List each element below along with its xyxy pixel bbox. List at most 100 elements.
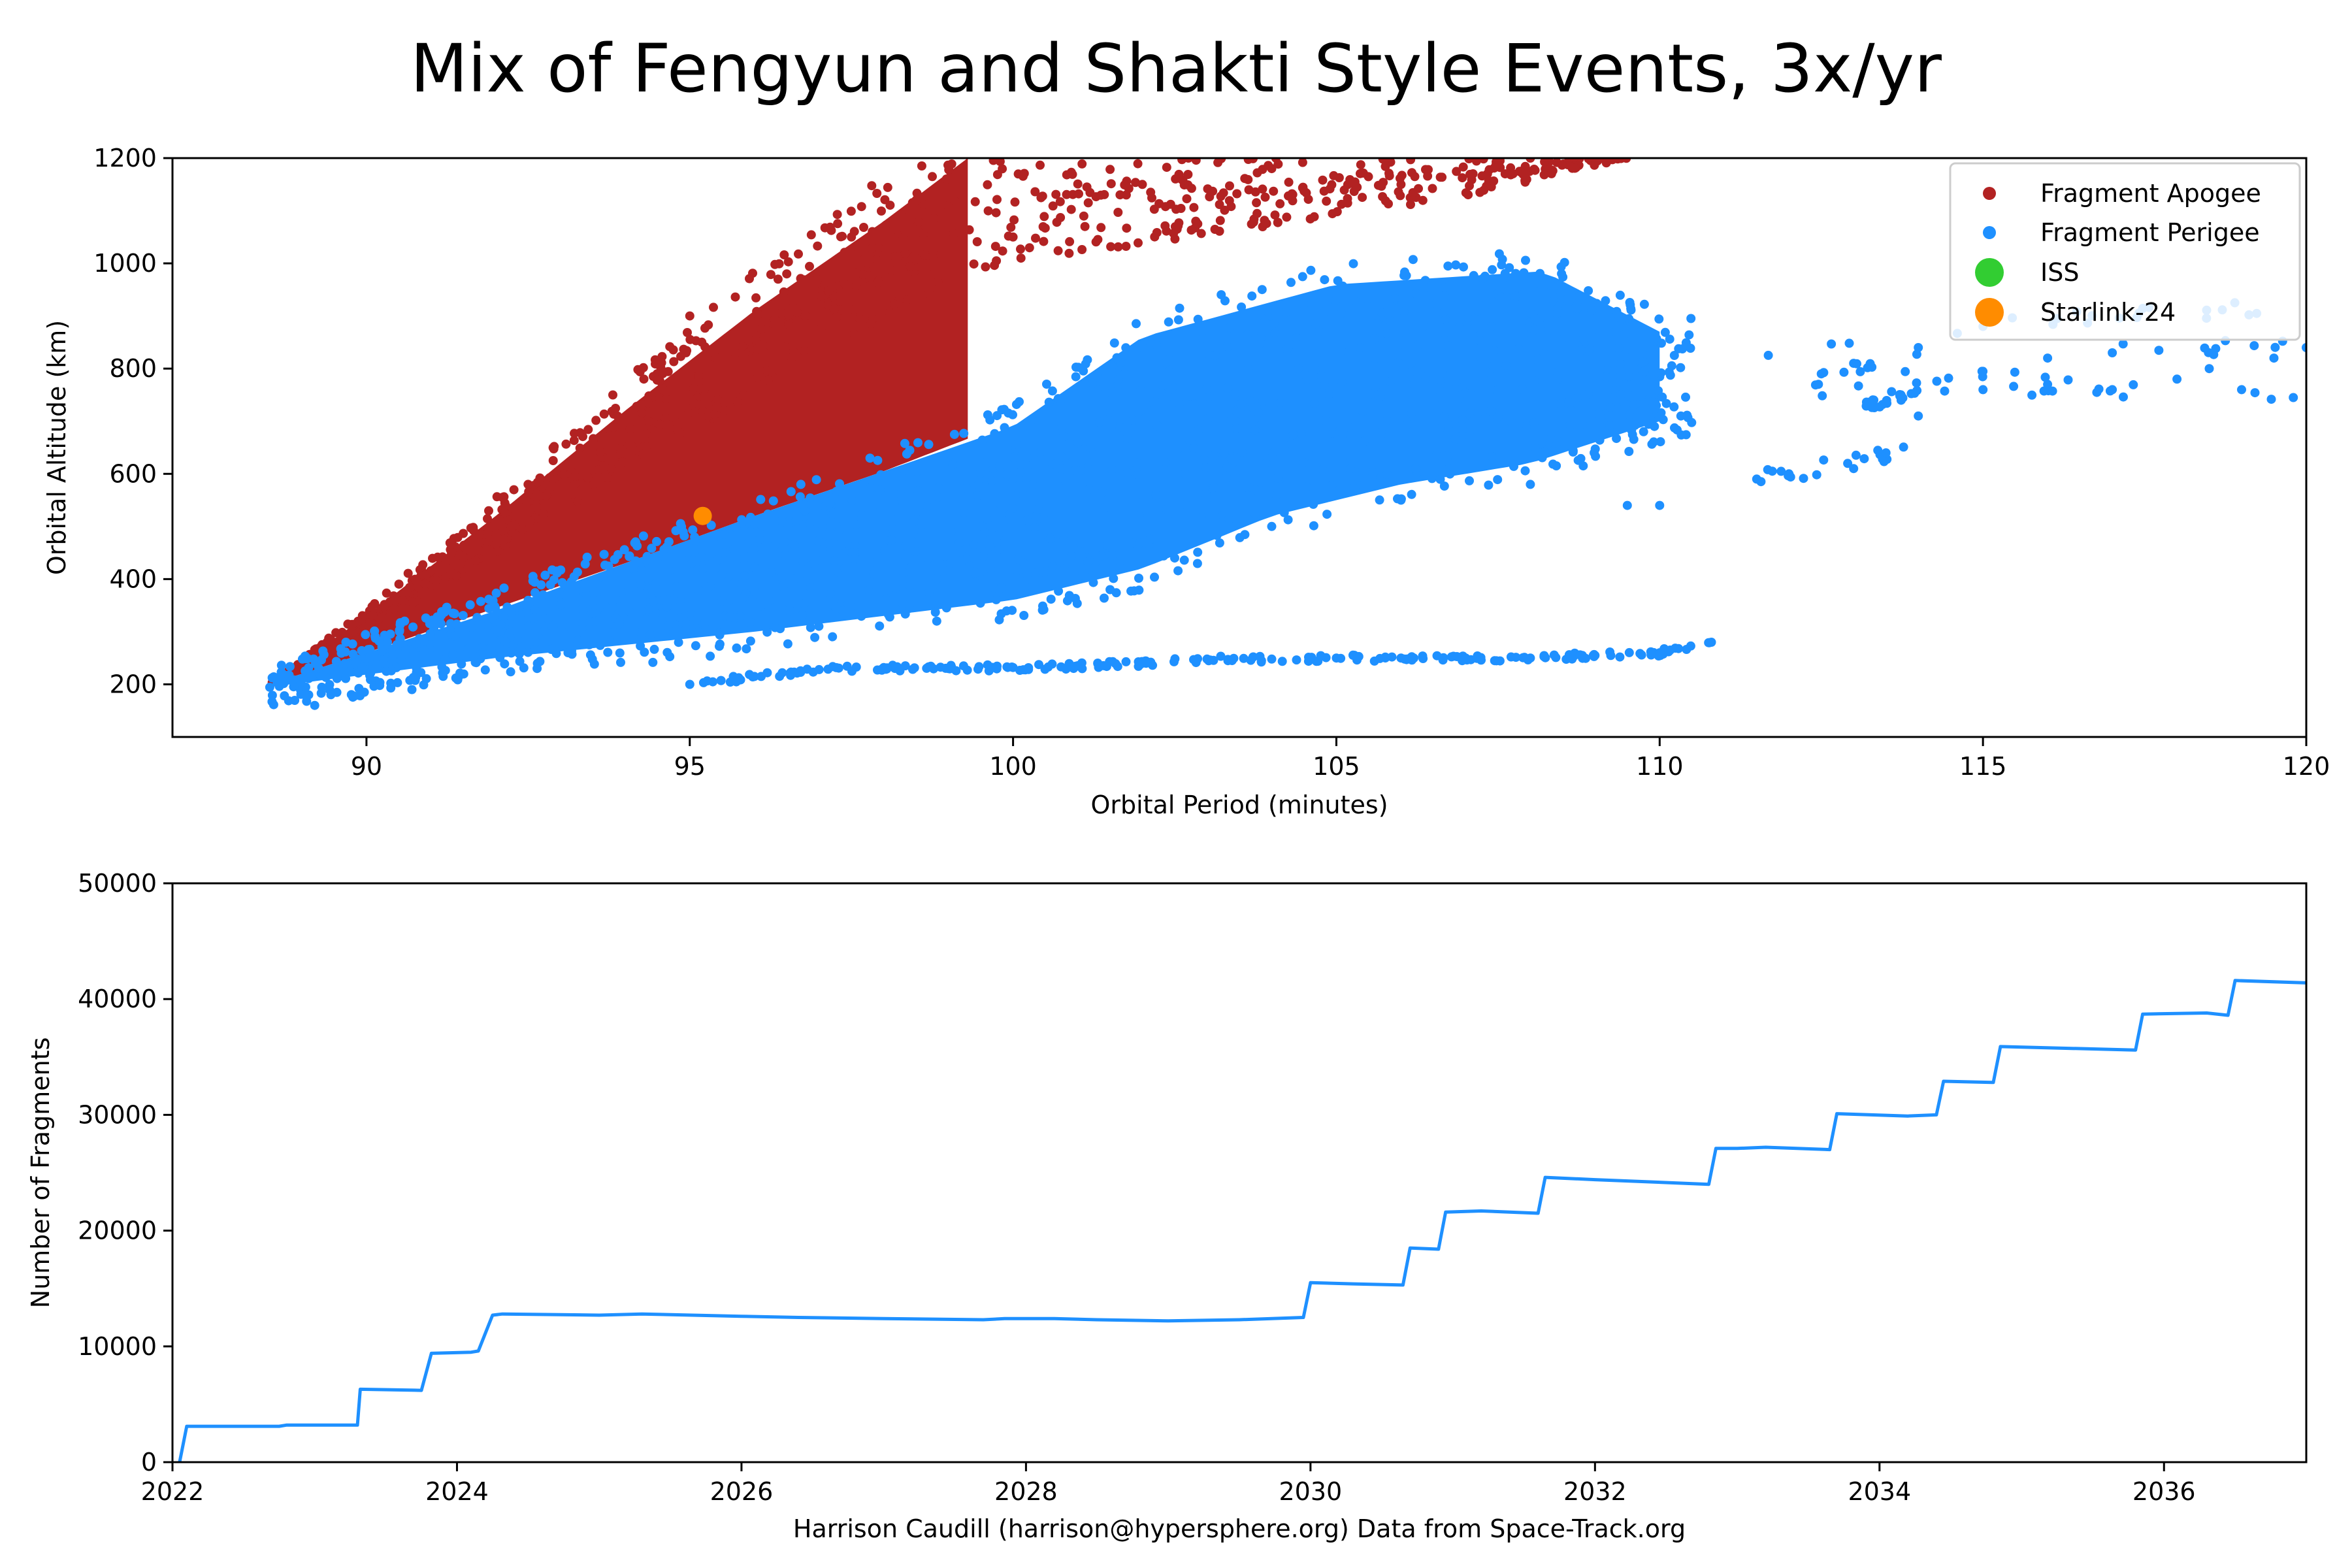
- perigee-point: [1432, 298, 1442, 308]
- perigee-point: [1411, 289, 1421, 299]
- perigee-point: [1386, 316, 1396, 326]
- perigee-point: [590, 617, 600, 627]
- perigee-point: [2043, 380, 2053, 389]
- perigee-point: [2040, 372, 2050, 382]
- perigee-point: [1046, 595, 1056, 604]
- apogee-point: [1380, 158, 1390, 164]
- perigee-point: [688, 525, 698, 535]
- perigee-point: [1367, 468, 1377, 478]
- perigee-point: [1309, 521, 1318, 531]
- perigee-point: [1881, 448, 1891, 458]
- perigee-point: [983, 514, 992, 524]
- apogee-point: [1009, 215, 1019, 225]
- perigee-point: [437, 662, 447, 672]
- perigee-point: [898, 568, 908, 578]
- perigee-point: [1002, 470, 1012, 480]
- perigee-point: [740, 571, 749, 581]
- perigee-point: [811, 475, 821, 485]
- perigee-point: [1631, 319, 1640, 329]
- perigee-point: [944, 566, 954, 576]
- perigee-point: [1818, 391, 1827, 400]
- perigee-point: [544, 614, 553, 624]
- perigee-point: [631, 556, 641, 566]
- perigee-point: [636, 580, 645, 590]
- apogee-point: [887, 266, 896, 275]
- perigee-point: [1914, 343, 1923, 352]
- perigee-point: [1520, 466, 1530, 476]
- perigee-point: [750, 563, 760, 572]
- perigee-point: [401, 645, 411, 654]
- perigee-point: [319, 650, 329, 659]
- perigee-point: [1181, 500, 1191, 510]
- perigee-point: [1257, 285, 1267, 295]
- perigee-point: [989, 583, 999, 593]
- perigee-point: [1004, 408, 1013, 418]
- perigee-point: [1054, 586, 1064, 596]
- apogee-point: [1350, 177, 1360, 187]
- perigee-point: [348, 649, 358, 659]
- apogee-point: [524, 487, 534, 497]
- perigee-point: [1560, 257, 1569, 267]
- perigee-point: [1150, 572, 1159, 582]
- apogee-point: [800, 311, 810, 321]
- apogee-point: [1282, 212, 1292, 222]
- perigee-point: [1039, 568, 1049, 577]
- perigee-point: [1812, 470, 1821, 480]
- perigee-point: [1134, 511, 1144, 521]
- perigee-point: [1530, 443, 1540, 453]
- perigee-point: [1932, 376, 1942, 386]
- perigee-point: [1039, 514, 1049, 524]
- perigee-point: [913, 438, 923, 448]
- perigee-point: [1328, 428, 1337, 438]
- perigee-point: [708, 677, 717, 687]
- perigee-point: [1539, 348, 1549, 358]
- perigee-point: [664, 566, 674, 576]
- perigee-point: [1134, 585, 1144, 595]
- perigee-point: [706, 521, 716, 530]
- apogee-point: [817, 291, 826, 301]
- apogee-point: [757, 324, 766, 334]
- perigee-point: [466, 623, 476, 632]
- apogee-point: [1406, 158, 1416, 165]
- perigee-point: [1639, 427, 1648, 436]
- y-tick-label: 30000: [78, 1100, 157, 1129]
- apogee-point: [777, 308, 786, 318]
- perigee-point: [995, 461, 1005, 471]
- perigee-point: [1179, 555, 1189, 565]
- perigee-point: [1267, 654, 1277, 664]
- apogee-point: [858, 270, 868, 280]
- apogee-point: [947, 159, 956, 169]
- perigee-point: [2204, 364, 2214, 374]
- apogee-point: [485, 545, 494, 555]
- apogee-point: [599, 409, 609, 419]
- perigee-point: [289, 682, 299, 692]
- perigee-point: [1415, 358, 1425, 368]
- perigee-point: [1521, 255, 1530, 265]
- perigee-point: [987, 476, 997, 486]
- perigee-point: [1268, 448, 1278, 458]
- perigee-point: [1855, 367, 1865, 376]
- perigee-point: [659, 545, 669, 555]
- apogee-point: [825, 222, 835, 232]
- perigee-point: [1622, 344, 1632, 354]
- perigee-point: [604, 561, 613, 571]
- perigee-point: [448, 650, 458, 660]
- perigee-point: [1488, 361, 1498, 371]
- perigee-point: [1270, 329, 1280, 338]
- perigee-point: [932, 616, 941, 626]
- perigee-point: [1587, 306, 1597, 316]
- perigee-point: [1414, 340, 1424, 350]
- perigee-point: [1264, 307, 1273, 317]
- apogee-point: [611, 404, 621, 413]
- perigee-point: [2063, 375, 2073, 385]
- apogee-point: [1073, 179, 1083, 189]
- perigee-point: [1382, 416, 1392, 425]
- perigee-point: [1030, 523, 1039, 532]
- apogee-point: [1373, 180, 1383, 190]
- perigee-point: [1306, 265, 1316, 275]
- apogee-point: [983, 206, 993, 216]
- apogee-point: [943, 201, 953, 211]
- apogee-point: [964, 225, 974, 235]
- perigee-point: [1455, 323, 1464, 333]
- apogee-point: [412, 578, 422, 587]
